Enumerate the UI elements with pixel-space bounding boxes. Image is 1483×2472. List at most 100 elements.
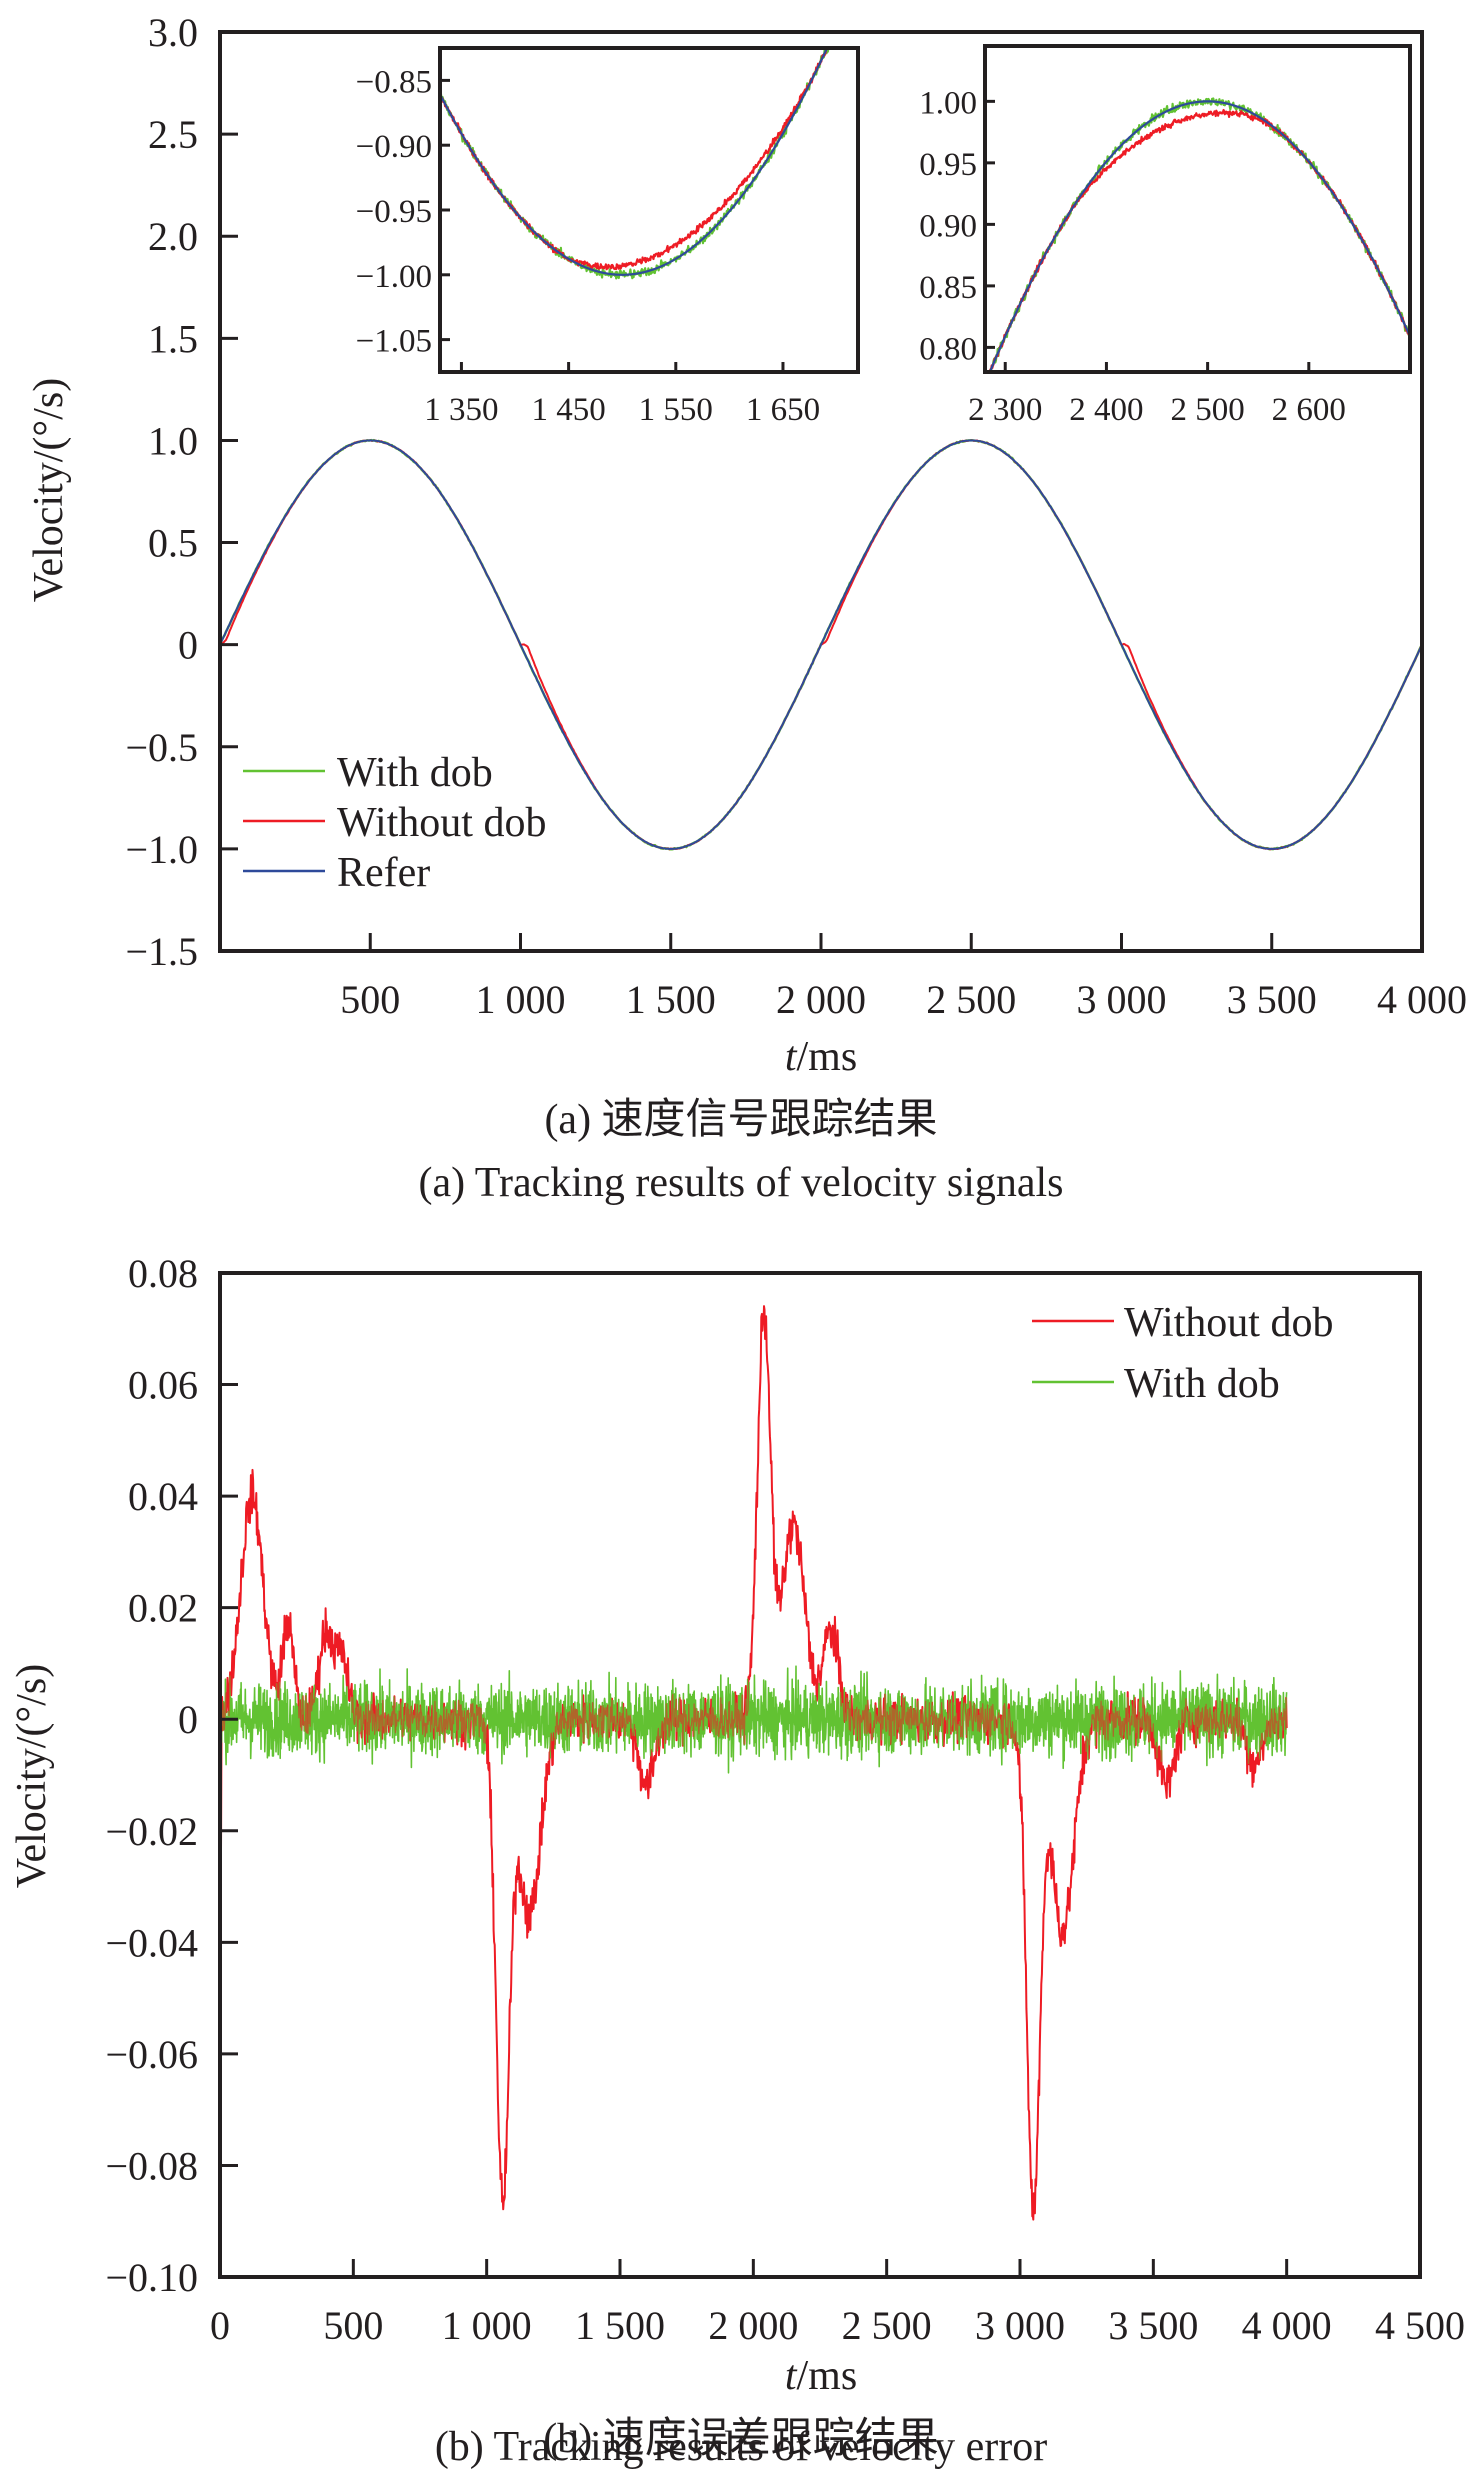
x-tick-label: 2 600 — [1272, 392, 1346, 428]
y-tick-label: −0.85 — [356, 64, 432, 100]
inset-2-background — [985, 46, 1410, 372]
x-axis-label-italic: t — [785, 2353, 798, 2399]
series-line-without-dob-overlay — [219, 1305, 1288, 2221]
chart-a-legend: With dob Without dob Refer — [243, 750, 546, 896]
y-tick-label: 0 — [178, 623, 198, 668]
series-overlay-without-dob — [219, 1305, 1288, 2221]
x-tick-label: 3 000 — [1077, 977, 1167, 1022]
y-tick-label: −0.5 — [125, 725, 198, 770]
legend-label-without-dob: Without dob — [337, 800, 546, 846]
chart-a-caption-english: (a) Tracking results of velocity signals — [418, 1160, 1063, 1206]
chart-b-x-axis: 0 500 1 000 1 500 2 000 2 500 3 000 3 500 4 000 4… — [210, 2259, 1465, 2348]
x-axis-label-unit: /ms — [796, 1034, 857, 1080]
y-tick-label: 1.00 — [919, 85, 977, 121]
x-tick-label: 2 300 — [968, 392, 1042, 428]
y-tick-label: 0.06 — [128, 1363, 198, 1408]
series-line-without-dob — [219, 1305, 1288, 2221]
y-tick-label: −0.04 — [105, 1920, 198, 1965]
inset-2-axes: 1.00 0.95 0.90 0.85 0.80 2 300 2 400 2 500 2 600 — [919, 85, 1346, 428]
x-tick-label: 4 000 — [1377, 977, 1467, 1022]
inset-2-series-group — [987, 97, 1410, 372]
y-tick-label: −0.06 — [105, 2032, 198, 2077]
x-tick-label: 500 — [340, 977, 400, 1022]
y-tick-label: −0.10 — [105, 2255, 198, 2300]
x-tick-label: 2 500 — [1170, 392, 1244, 428]
chart-a-series-group — [218, 438, 1424, 851]
y-tick-label: 0.90 — [919, 208, 977, 244]
inset-1-axes: −0.85 −0.90 −0.95 −1.00 −1.05 1 350 1 450 1 550… — [356, 64, 820, 428]
y-tick-label: 0.95 — [919, 147, 977, 183]
y-tick-label: 0 — [178, 1697, 198, 1742]
inset-2-lines — [987, 97, 1410, 372]
x-tick-label: 1 350 — [424, 392, 498, 428]
chart-b-caption-wrapper: (b) Tracking results of velocity error — [435, 2424, 1047, 2470]
x-axis-label-unit: /ms — [796, 2353, 857, 2399]
inset-1-background — [440, 48, 858, 372]
chart-b-legend: Without dob With dob — [1032, 1300, 1333, 1407]
series-line-refer — [219, 439, 1423, 850]
chart-a-y-axis-label: Velocity/(°/s) — [26, 378, 72, 602]
inset-2-frame — [983, 44, 1412, 374]
inset-series-refer — [440, 48, 829, 276]
x-tick-label: 1 500 — [575, 2303, 665, 2348]
chart-b-caption-chinese: (b) 速度误差跟踪结果 — [543, 2416, 938, 2462]
y-tick-label: 1.5 — [148, 316, 198, 361]
inset-chart-1: −0.85 −0.90 −0.95 −1.00 −1.05 1 350 1 450 1 550… — [356, 46, 860, 428]
y-tick-label: 0.80 — [919, 331, 977, 367]
chart-b-frame — [218, 1271, 1422, 2279]
y-tick-label: −0.90 — [356, 129, 432, 165]
x-tick-label: 4 000 — [1242, 2303, 1332, 2348]
y-tick-label: 0.85 — [919, 270, 977, 306]
x-tick-label: 2 000 — [708, 2303, 798, 2348]
legend-label-with-dob: With dob — [1124, 1361, 1280, 1407]
x-tick-label: 2 500 — [926, 977, 1016, 1022]
y-tick-label: 0.02 — [128, 1586, 198, 1631]
y-tick-label: 3.0 — [148, 10, 198, 55]
chart-a-y-axis: 3.0 2.5 2.0 1.5 1.0 0.5 0 −0.5 −1.0 −1.5 — [125, 10, 238, 974]
y-tick-label: 0.08 — [128, 1251, 198, 1296]
chart-a-caption-chinese: (a) 速度信号跟踪结果 — [544, 1097, 937, 1143]
chart-b-caption-english: (b) Tracking results of velocity error — [435, 2424, 1047, 2470]
y-tick-label: 2.0 — [148, 214, 198, 259]
chart-a-x-axis: 500 1 000 1 500 2 000 2 500 3 000 3 500 4 000 — [340, 933, 1467, 1022]
x-tick-label: 2 500 — [842, 2303, 932, 2348]
chart-b-y-axis-label: Velocity/(°/s) — [9, 1664, 55, 1888]
x-tick-label: 1 000 — [442, 2303, 532, 2348]
y-tick-label: 0.04 — [128, 1474, 198, 1519]
y-tick-label: −1.00 — [356, 259, 432, 295]
chart-b-series-group — [219, 1305, 1288, 2221]
y-tick-label: −1.05 — [356, 324, 432, 360]
y-tick-label: 0.5 — [148, 521, 198, 566]
x-tick-label: 0 — [210, 2303, 230, 2348]
x-tick-label: 2 400 — [1069, 392, 1143, 428]
inset-chart-2: 1.00 0.95 0.90 0.85 0.80 2 300 2 400 2 500 2 600 — [919, 44, 1412, 428]
x-tick-label: 1 650 — [746, 392, 820, 428]
y-tick-label: 1.0 — [148, 418, 198, 463]
chart-velocity-error: 0.08 0.06 0.04 0.02 0 −0.02 −0.04 −0.06 −0.08 −0.… — [9, 1251, 1465, 2462]
x-tick-label: 1 450 — [531, 392, 605, 428]
inset-1-lines — [440, 48, 830, 280]
inset-1-series-group — [440, 48, 830, 280]
chart-b-y-axis: 0.08 0.06 0.04 0.02 0 −0.02 −0.04 −0.06 −0.08 −0.… — [105, 1251, 238, 2300]
x-tick-label: 3 500 — [1108, 2303, 1198, 2348]
y-tick-label: −0.08 — [105, 2143, 198, 2188]
x-tick-label: 3 000 — [975, 2303, 1065, 2348]
x-tick-label: 4 500 — [1375, 2303, 1465, 2348]
chart-a-x-axis-label: t/ms — [785, 1034, 857, 1080]
y-tick-label: −1.0 — [125, 827, 198, 872]
legend-label-refer: Refer — [337, 850, 430, 896]
x-tick-label: 1 550 — [639, 392, 713, 428]
legend-label-with-dob: With dob — [337, 750, 493, 796]
y-tick-label: −0.95 — [356, 194, 432, 230]
y-tick-label: 2.5 — [148, 112, 198, 157]
y-tick-label: −0.02 — [105, 1809, 198, 1854]
legend-label-without-dob: Without dob — [1124, 1300, 1333, 1346]
x-tick-label: 1 000 — [476, 977, 566, 1022]
x-tick-label: 3 500 — [1227, 977, 1317, 1022]
x-axis-label-italic: t — [785, 1034, 798, 1080]
inset-series-refer — [988, 100, 1410, 372]
x-tick-label: 500 — [323, 2303, 383, 2348]
chart-velocity-tracking: 3.0 2.5 2.0 1.5 1.0 0.5 0 −0.5 −1.0 −1.5 500 1 000… — [26, 10, 1467, 1206]
y-tick-label: −1.5 — [125, 929, 198, 974]
chart-b-x-axis-label: t/ms — [785, 2353, 857, 2399]
